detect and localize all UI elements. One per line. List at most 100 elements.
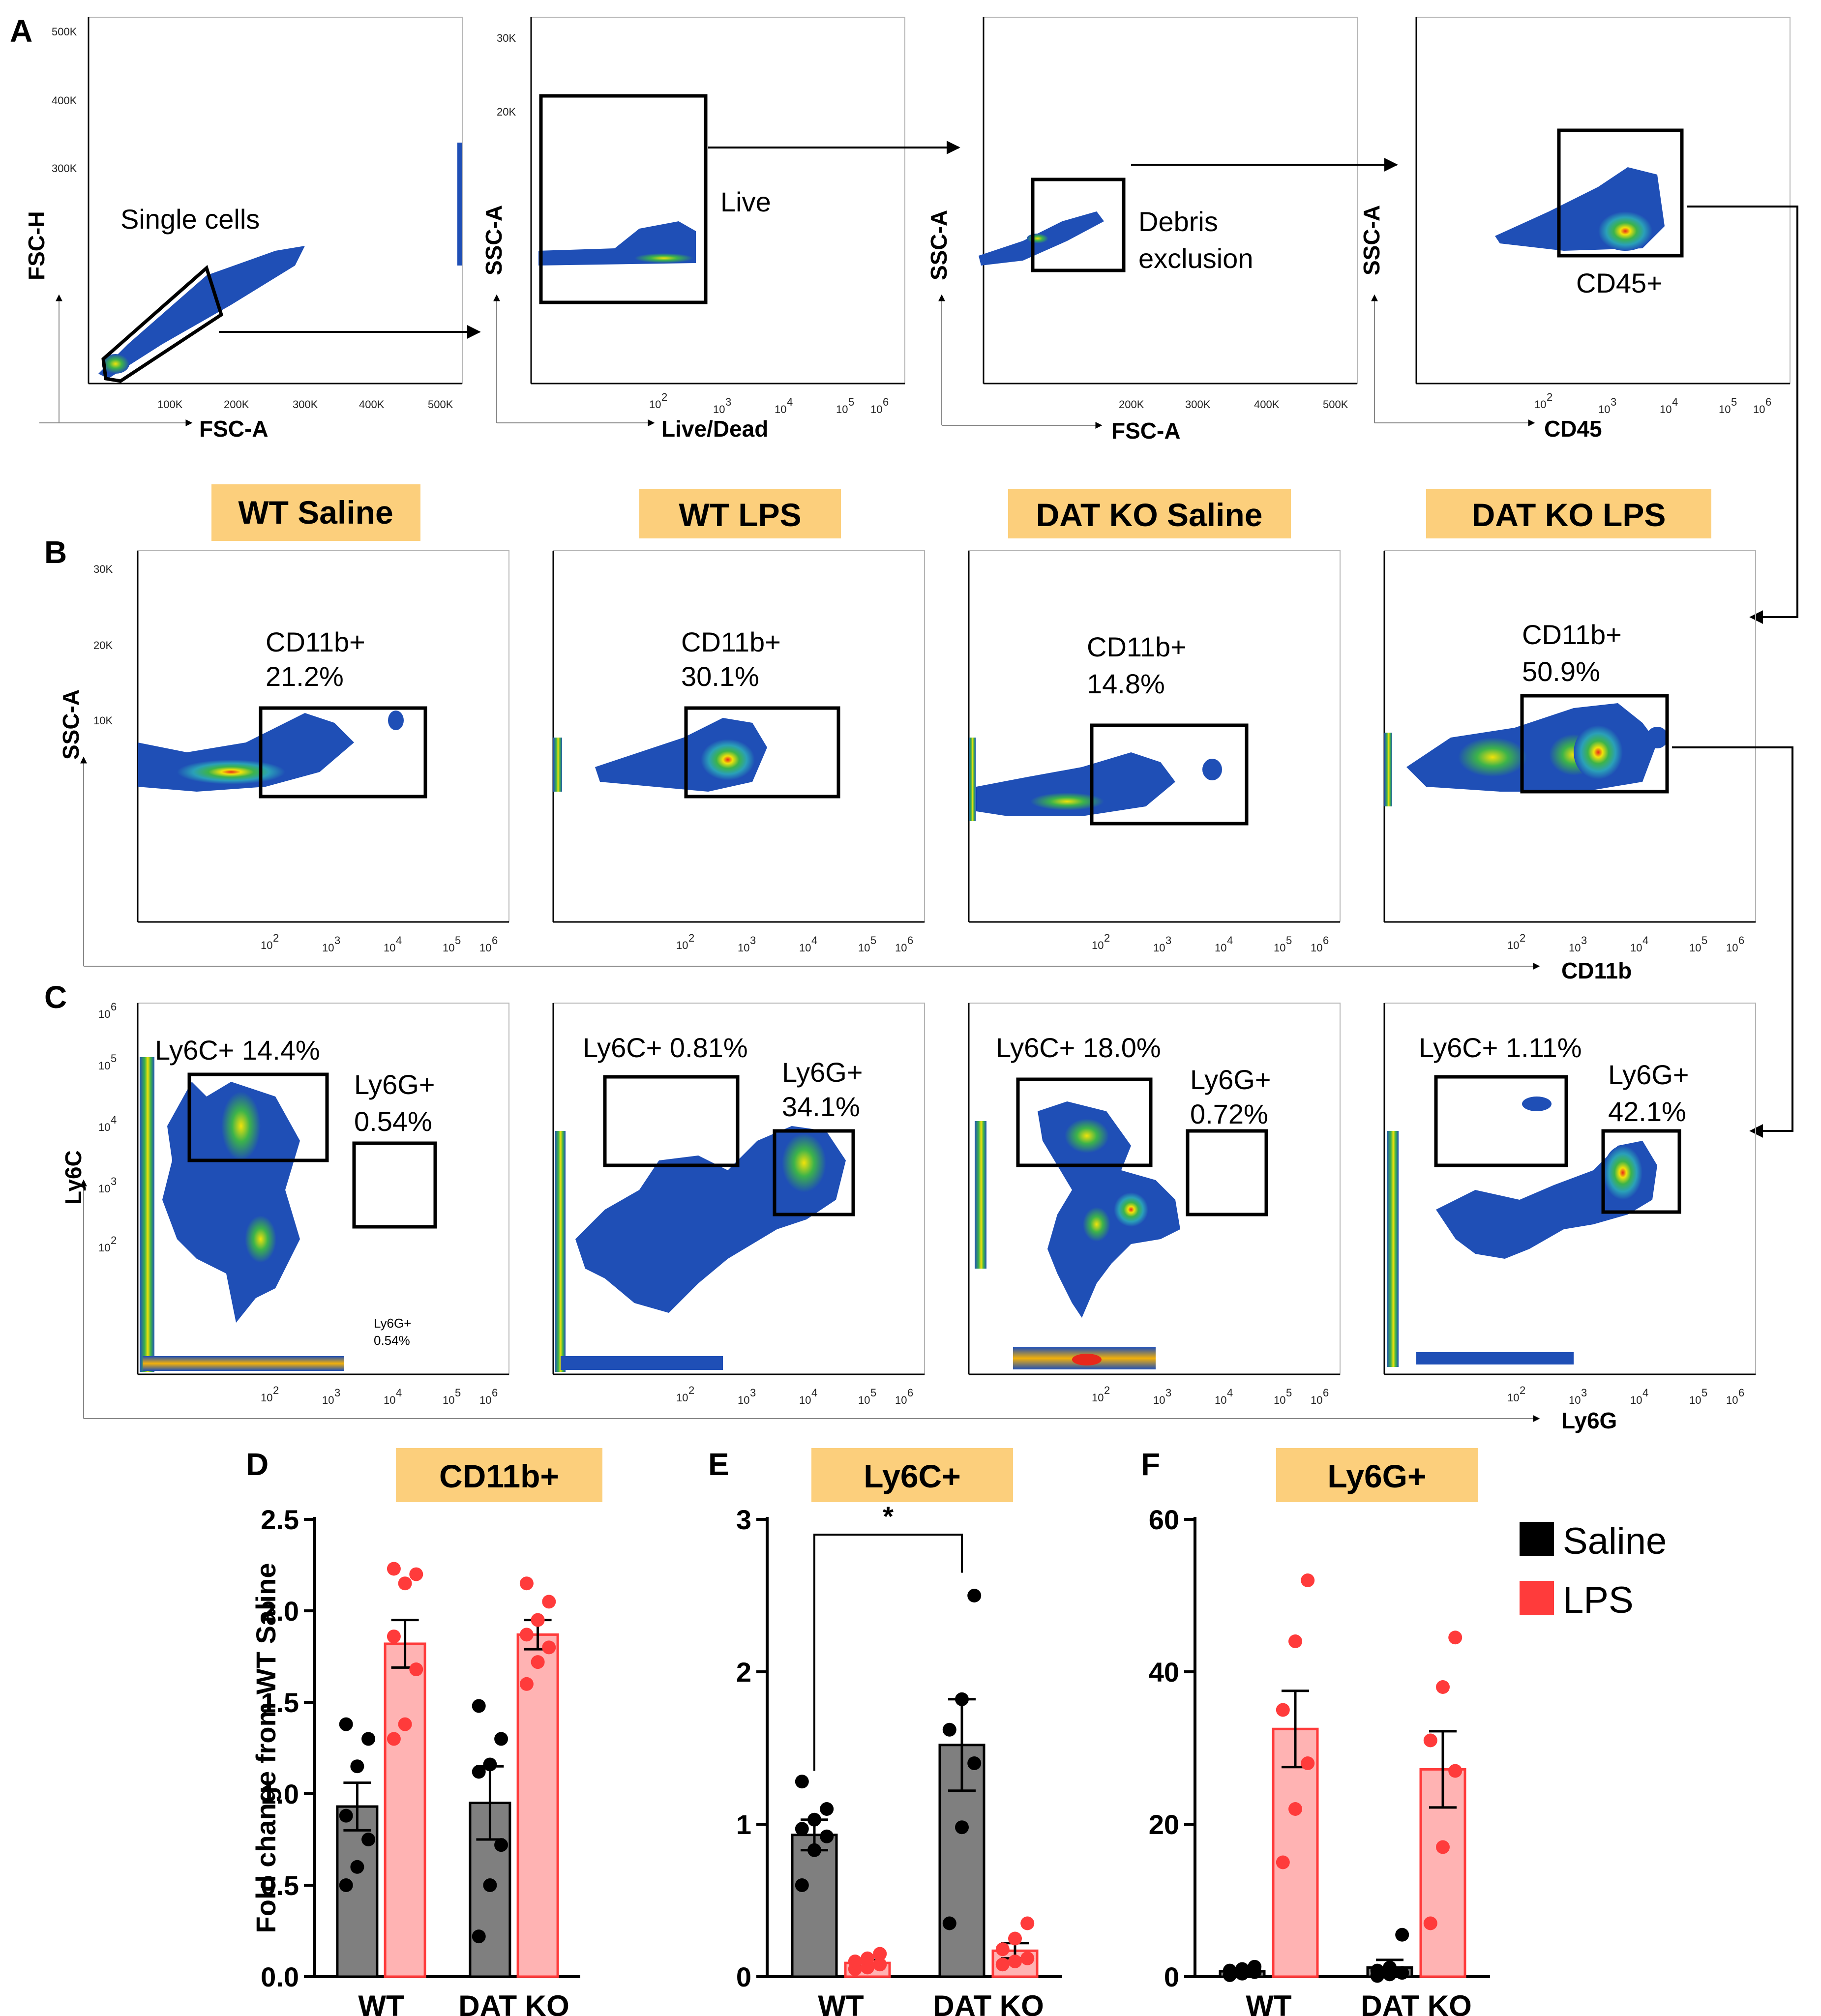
bar-saline-wt <box>791 1834 838 1978</box>
data-point <box>1448 1631 1463 1645</box>
data-point <box>1395 1966 1409 1980</box>
panel-letter-d: D <box>246 1447 269 1482</box>
data-point <box>483 1878 497 1892</box>
x-tick-base: 10 <box>649 398 661 411</box>
gating-plot-3: Debris exclusion 200K 300K 400K 500K SSC… <box>926 17 1398 444</box>
x-tick-base: 10 <box>384 1394 395 1406</box>
y-tick-base: 10 <box>98 1183 110 1195</box>
x-tick-exp: 4 <box>1227 934 1233 947</box>
data-point <box>361 1732 376 1746</box>
ly6c-gate-label: Ly6C+ 0.81% <box>583 1032 748 1063</box>
panel-letter-c: C <box>44 979 67 1015</box>
x-tick-exp: 4 <box>396 1387 402 1399</box>
data-point <box>807 1843 821 1857</box>
x-tick-exp: 4 <box>396 934 402 947</box>
ly6g-small-percent: 0.54% <box>374 1333 410 1348</box>
cd11b-plot-datko-lps: CD11b+ 50.9% 10 2 10 3 10 4 10 5 10 6 <box>1383 550 1793 1138</box>
bar-saline-wt <box>336 1805 379 1978</box>
x-tick-exp: 6 <box>1738 1387 1744 1399</box>
y-axis-title: SSC-A <box>1359 205 1384 275</box>
x-tick-exp: 6 <box>492 1387 498 1399</box>
x-tick-exp: 5 <box>870 934 876 947</box>
x-tick-base: 10 <box>1274 942 1285 954</box>
y-tick-label: 1 <box>736 1809 751 1840</box>
x-axis-title: CD45 <box>1544 416 1602 442</box>
x-category-label: WT <box>818 1989 864 2016</box>
data-point <box>387 1732 401 1746</box>
data-point <box>339 1808 353 1823</box>
ly6g-gate-percent: 42.1% <box>1608 1096 1686 1127</box>
data-point <box>1370 1963 1384 1978</box>
y-tick-label: 20 <box>1149 1809 1179 1840</box>
gate-percent: 21.2% <box>266 661 344 692</box>
y-tick: 400K <box>52 94 77 107</box>
x-tick: 500K <box>1323 398 1348 411</box>
x-tick-exp: 4 <box>787 396 793 408</box>
x-category-label: DAT KO <box>458 1989 569 2016</box>
y-tick-label: 0.0 <box>261 1961 299 1992</box>
x-tick-base: 10 <box>1215 1394 1226 1406</box>
gate-name: CD11b+ <box>266 626 365 657</box>
ly6c-gate-label: Ly6C+ 14.4% <box>155 1035 320 1066</box>
data-point <box>1248 1959 1262 1974</box>
x-tick-exp: 6 <box>907 1387 913 1399</box>
data-point <box>1276 1855 1290 1869</box>
x-tick-exp: 5 <box>870 1387 876 1399</box>
data-point <box>494 1732 508 1746</box>
y-tick-label: 1.5 <box>261 1687 299 1718</box>
data-point <box>472 1929 486 1944</box>
x-tick-exp: 3 <box>750 934 756 947</box>
ly6g-gate-percent: 34.1% <box>782 1091 860 1122</box>
x-tick-exp: 2 <box>688 932 694 944</box>
gate-percent: 14.8% <box>1087 668 1165 699</box>
x-tick-exp: 3 <box>750 1387 756 1399</box>
cd11b-plot-datko-saline: CD11b+ 14.8% 10 2 10 3 10 4 10 5 10 6 <box>968 550 1341 954</box>
x-axis-title: FSC-A <box>1111 418 1181 444</box>
x-tick-exp: 4 <box>811 1387 817 1399</box>
data-point <box>820 1802 834 1816</box>
y-tick: 30K <box>497 32 516 44</box>
x-tick-exp: 6 <box>1738 934 1744 947</box>
legend-swatch-saline <box>1520 1522 1554 1556</box>
ly6g-gate-percent: 0.72% <box>1190 1098 1268 1129</box>
data-point <box>1020 1951 1035 1965</box>
x-tick-base: 10 <box>1311 1394 1322 1406</box>
panel-letter-b: B <box>44 534 67 570</box>
panel-letter-f: F <box>1141 1447 1160 1482</box>
x-tick-exp: 6 <box>1323 934 1329 947</box>
condition-wt-saline: WT Saline <box>238 494 393 531</box>
x-tick-base: 10 <box>676 939 688 951</box>
gate-percent: 50.9% <box>1522 656 1600 687</box>
data-point <box>995 1957 1010 1972</box>
chart-title: Ly6G+ <box>1327 1458 1426 1494</box>
x-tick-exp: 4 <box>811 934 817 947</box>
gate-label-single-cells: Single cells <box>120 204 260 235</box>
data-point <box>1436 1680 1450 1694</box>
data-point <box>519 1677 534 1691</box>
data-point <box>531 1655 545 1669</box>
data-point <box>472 1765 486 1779</box>
data-point <box>1423 1916 1437 1930</box>
x-tick-base: 10 <box>322 1394 334 1406</box>
data-point <box>1301 1573 1315 1587</box>
y-tick: 10K <box>93 714 113 727</box>
x-tick-base: 10 <box>799 1394 811 1406</box>
data-point <box>339 1717 353 1731</box>
bar-lps-wt <box>1272 1727 1319 1978</box>
data-point <box>1008 1931 1022 1946</box>
data-point <box>1395 1927 1409 1942</box>
x-tick: 500K <box>428 398 453 411</box>
x-tick-base: 10 <box>1689 942 1701 954</box>
data-point <box>350 1759 364 1774</box>
x-tick-base: 10 <box>1630 942 1642 954</box>
data-point <box>967 1589 982 1602</box>
data-point <box>387 1562 401 1576</box>
x-tick-exp: 2 <box>661 391 667 403</box>
x-tick-base: 10 <box>384 942 395 954</box>
x-tick-exp: 2 <box>688 1384 694 1396</box>
x-category-label: WT <box>1246 1989 1291 2016</box>
x-tick-exp: 5 <box>455 1387 461 1399</box>
x-tick-exp: 5 <box>1286 934 1292 947</box>
data-point <box>398 1576 412 1591</box>
x-tick-exp: 2 <box>1547 391 1552 403</box>
